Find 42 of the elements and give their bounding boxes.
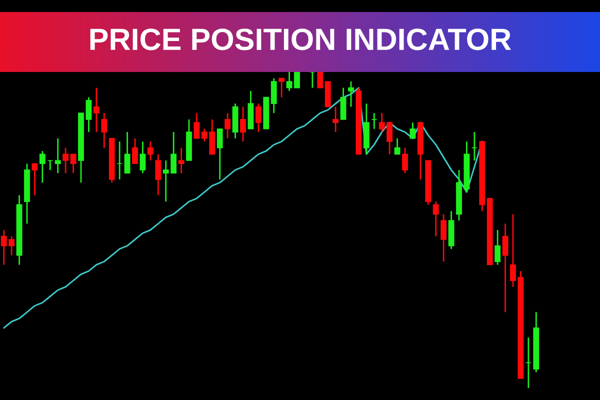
candlestick: [39, 150, 46, 184]
candlestick: [502, 222, 508, 313]
candlestick: [155, 153, 162, 196]
candlestick: [471, 131, 478, 162]
candlestick: [224, 112, 231, 140]
candlestick: [410, 122, 416, 140]
candlestick: [124, 131, 130, 174]
candlestick: [494, 229, 501, 266]
candlestick: [147, 140, 154, 162]
candlestick: [371, 112, 378, 130]
candlestick: [294, 72, 300, 88]
candlestick: [62, 147, 69, 174]
candlestick: [255, 102, 262, 133]
candlestick: [278, 78, 285, 98]
candlestick: [116, 140, 123, 180]
candlestick: [270, 78, 277, 114]
candlestick: [140, 140, 146, 174]
candlestick: [340, 87, 346, 120]
candlestick: [101, 112, 108, 149]
candlestick: [394, 138, 400, 155]
candlestick: [348, 80, 354, 108]
candlestick: [70, 153, 76, 174]
candlestick: [402, 147, 408, 174]
candlestick: [286, 71, 292, 92]
candlestick: [216, 128, 223, 180]
candlestick: [178, 147, 184, 174]
candlestick: [432, 200, 439, 238]
candlestick: [510, 214, 516, 288]
candlestick: [86, 96, 92, 133]
candlestick: [440, 214, 447, 262]
candlestick: [525, 336, 532, 389]
candlestick: [93, 87, 100, 133]
candlestick: [32, 162, 38, 196]
candlestick: [54, 138, 61, 174]
chart-title: PRICE POSITION INDICATOR: [90, 28, 512, 50]
candlestick: [332, 106, 339, 133]
candlestick: [47, 160, 54, 171]
candlestick: [194, 112, 200, 140]
candlestick: [317, 72, 324, 88]
candlestick: [309, 71, 316, 88]
candlestick: [132, 138, 138, 164]
candlestick: [240, 106, 246, 142]
